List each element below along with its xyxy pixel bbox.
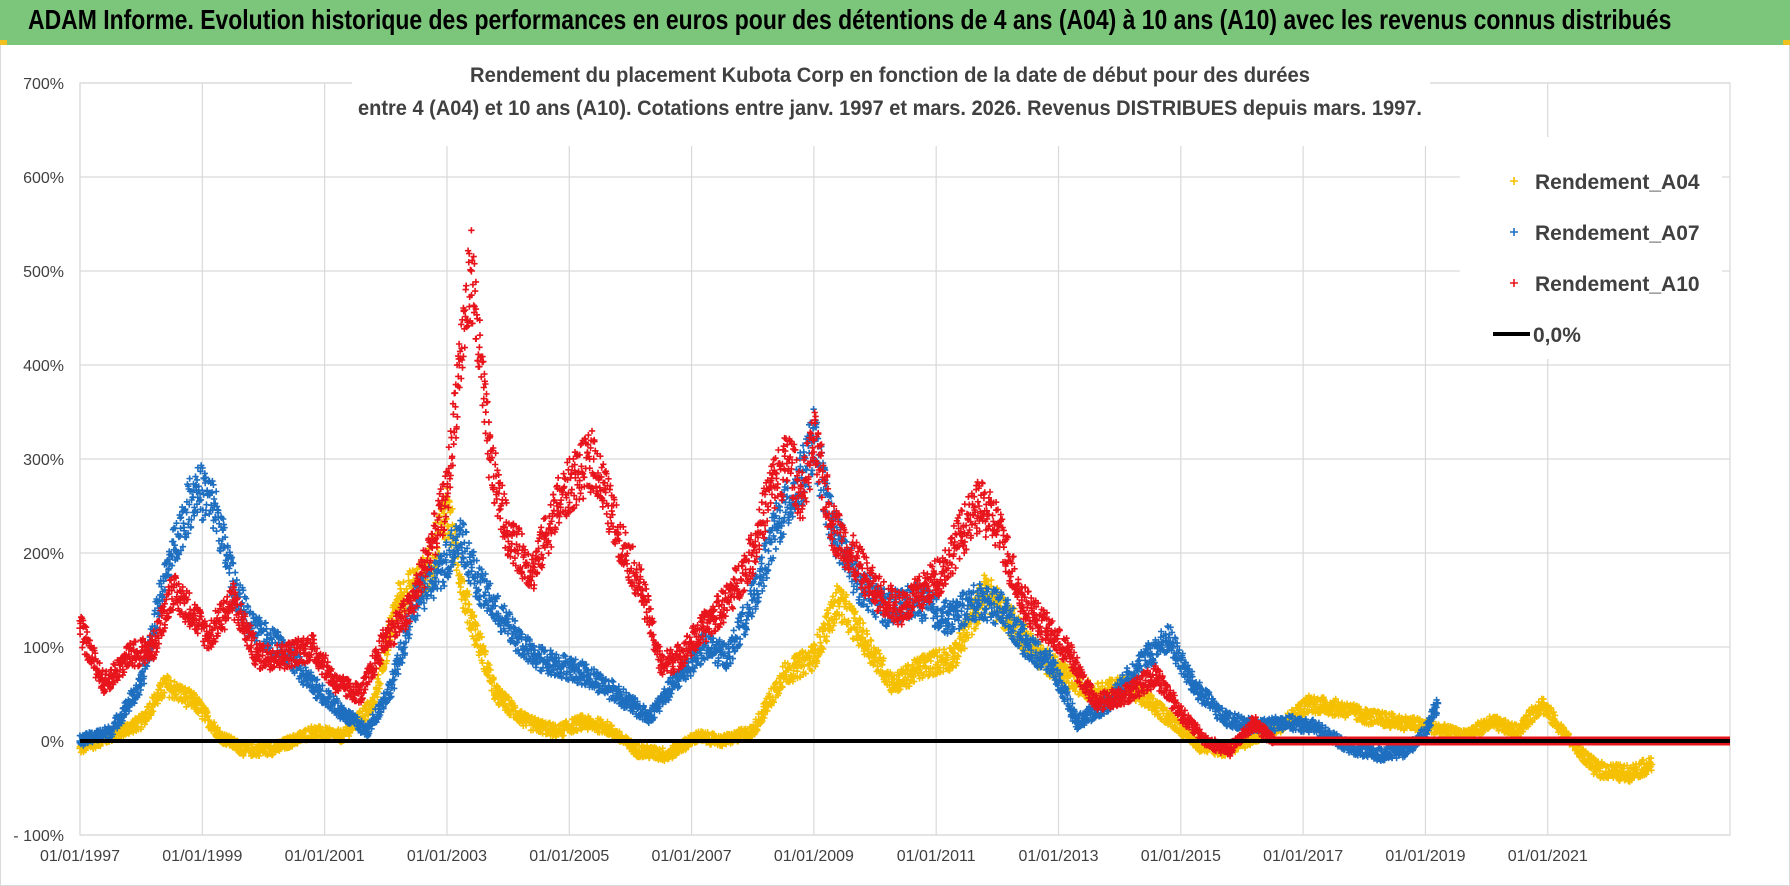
point-rendement-a04 [240,752,247,759]
report-header: ADAM Informe. Evolution historique des p… [0,0,1790,45]
header-accent-right [1783,40,1790,45]
scatter-chart: - 100%0%100%200%300%400%500%600%700% 01/… [13,61,1731,865]
report-title: ADAM Informe. Evolution historique des p… [28,4,1672,35]
point-rendement-a07 [186,475,193,482]
point-rendement-a04 [362,716,369,723]
point-rendement-a07 [210,524,217,532]
point-rendement-a04 [345,732,353,740]
point-rendement-a04 [374,675,381,682]
point-rendement-a04 [214,724,221,731]
point-rendement-a04 [97,742,104,750]
point-rendement-a04 [167,677,174,684]
point-rendement-a04 [161,689,168,696]
point-rendement-a04 [205,717,213,724]
point-rendement-a04 [374,688,382,695]
point-rendement-a04 [150,708,157,715]
point-rendement-a04 [255,752,263,759]
header-accent-left [0,40,7,45]
point-rendement-a04 [154,689,161,697]
point-rendement-a07 [206,510,213,518]
point-rendement-a04 [204,709,211,717]
point-rendement-a04 [172,691,180,698]
point-rendement-a04 [466,601,473,608]
point-rendement-a07 [210,495,218,503]
point-rendement-a04 [165,674,172,681]
point-rendement-a07 [232,569,239,576]
point-rendement-a04 [120,733,127,740]
point-rendement-a07 [213,528,220,535]
point-rendement-a04 [289,743,296,750]
